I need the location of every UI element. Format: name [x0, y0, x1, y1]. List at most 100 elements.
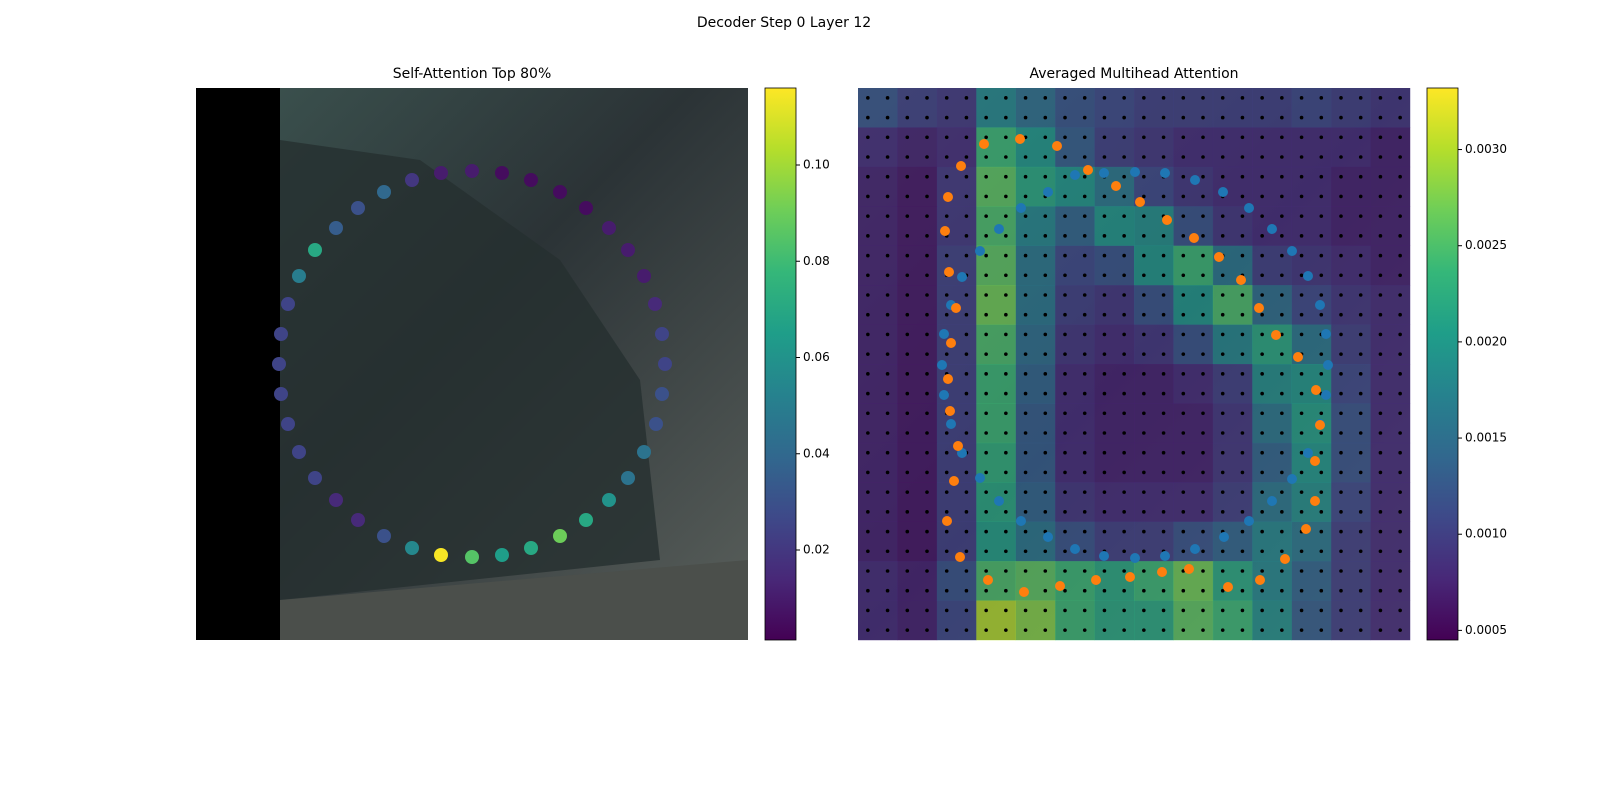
grid-dot: [1023, 214, 1028, 218]
heatmap-cell: [1094, 127, 1135, 168]
grid-dot: [1063, 293, 1067, 297]
grid-dot: [1004, 450, 1008, 455]
grid-dot: [1122, 194, 1126, 199]
grid-dot: [1299, 273, 1304, 278]
grid-dot: [1201, 194, 1205, 199]
grid-dot: [1378, 608, 1383, 613]
grid-dot: [1102, 273, 1107, 278]
grid-dot: [984, 352, 988, 356]
heatmap-cell: [1291, 166, 1332, 207]
grid-dot: [1398, 529, 1402, 534]
grid-dot: [866, 431, 870, 435]
grid-dot: [1299, 312, 1304, 317]
grid-dot: [1299, 155, 1304, 159]
grid-dot: [1280, 352, 1284, 356]
grid-dot: [1201, 234, 1205, 238]
grid-dot: [1122, 529, 1126, 534]
heatmap-cell: [897, 561, 938, 601]
heatmap-cell: [1134, 88, 1174, 128]
grid-dot: [1299, 194, 1304, 199]
grid-dot: [1280, 628, 1284, 632]
grid-dot: [1299, 411, 1304, 416]
grid-dot: [1299, 450, 1304, 455]
grid-dot: [1339, 510, 1343, 514]
grid-dot: [1319, 470, 1324, 475]
grid-dot: [1043, 253, 1048, 258]
grid-dot: [1063, 529, 1067, 534]
heatmap-cell: [1094, 482, 1135, 523]
grid-dot: [1201, 450, 1205, 455]
heatmap-cell: [1291, 206, 1332, 247]
heatmap-cell: [1212, 600, 1253, 641]
reference-point: [1019, 587, 1029, 597]
grid-dot: [1339, 529, 1343, 534]
grid-dot: [1220, 115, 1225, 120]
grid-dot: [885, 450, 890, 455]
grid-dot: [1358, 234, 1363, 238]
grid-dot: [1122, 273, 1126, 278]
heatmap-cell: [897, 324, 938, 365]
grid-dot: [1201, 608, 1205, 613]
grid-dot: [905, 490, 910, 494]
grid-dot: [905, 588, 910, 593]
grid-dot: [1319, 135, 1324, 140]
grid-dot: [905, 234, 910, 238]
grid-dot: [1358, 332, 1363, 337]
heatmap-cell: [1291, 561, 1332, 601]
grid-dot: [1102, 490, 1107, 494]
grid-dot: [1339, 115, 1343, 120]
heatmap-cell: [1291, 285, 1332, 325]
grid-dot: [1161, 470, 1166, 475]
grid-dot: [1102, 529, 1107, 534]
grid-dot: [944, 588, 949, 593]
heatmap-cell: [1055, 285, 1095, 325]
heatmap-cell: [1331, 403, 1371, 444]
heatmap-cell: [897, 482, 938, 523]
reference-point: [1070, 170, 1080, 180]
grid-dot: [1339, 293, 1343, 297]
reference-point: [975, 473, 985, 483]
grid-dot: [1339, 253, 1343, 258]
grid-dot: [885, 431, 890, 435]
heatmap-cell: [1055, 561, 1095, 601]
grid-dot: [1260, 96, 1264, 100]
grid-dot: [1004, 510, 1008, 514]
reference-point: [1160, 551, 1170, 561]
grid-dot: [1043, 174, 1048, 179]
grid-dot: [1220, 450, 1225, 455]
reference-point: [1099, 168, 1109, 178]
grid-dot: [1339, 588, 1343, 593]
grid-dot: [925, 372, 929, 376]
grid-dot: [866, 608, 870, 613]
heatmap-cell: [1331, 285, 1371, 325]
grid-dot: [885, 194, 890, 199]
heatmap-cell: [976, 521, 1017, 562]
heatmap-cell: [1252, 166, 1293, 207]
grid-dot: [1398, 628, 1402, 632]
grid-dot: [905, 372, 910, 376]
grid-dot: [866, 234, 870, 238]
heatmap-cell: [858, 127, 898, 168]
heatmap-cell: [1291, 127, 1332, 168]
grid-dot: [1319, 628, 1324, 632]
grid-dot: [1378, 372, 1383, 376]
grid-dot: [1201, 490, 1205, 494]
grid-dot: [1004, 234, 1008, 238]
grid-dot: [885, 332, 890, 337]
heatmap-cell: [1291, 88, 1332, 128]
attention-point: [351, 201, 365, 215]
heatmap-cell: [1055, 403, 1095, 444]
colorbar-tick-label: 0.0010: [1465, 527, 1507, 541]
heatmap-cell: [1370, 364, 1411, 404]
grid-dot: [1181, 135, 1186, 140]
grid-dot: [1043, 569, 1048, 573]
grid-dot: [1043, 588, 1048, 593]
reference-point: [951, 303, 961, 313]
grid-dot: [1161, 312, 1166, 317]
grid-dot: [964, 96, 969, 100]
attention-point: [329, 221, 343, 235]
grid-dot: [1142, 372, 1146, 376]
grid-dot: [1378, 490, 1383, 494]
grid-dot: [1082, 569, 1087, 573]
attention-point: [281, 417, 295, 431]
